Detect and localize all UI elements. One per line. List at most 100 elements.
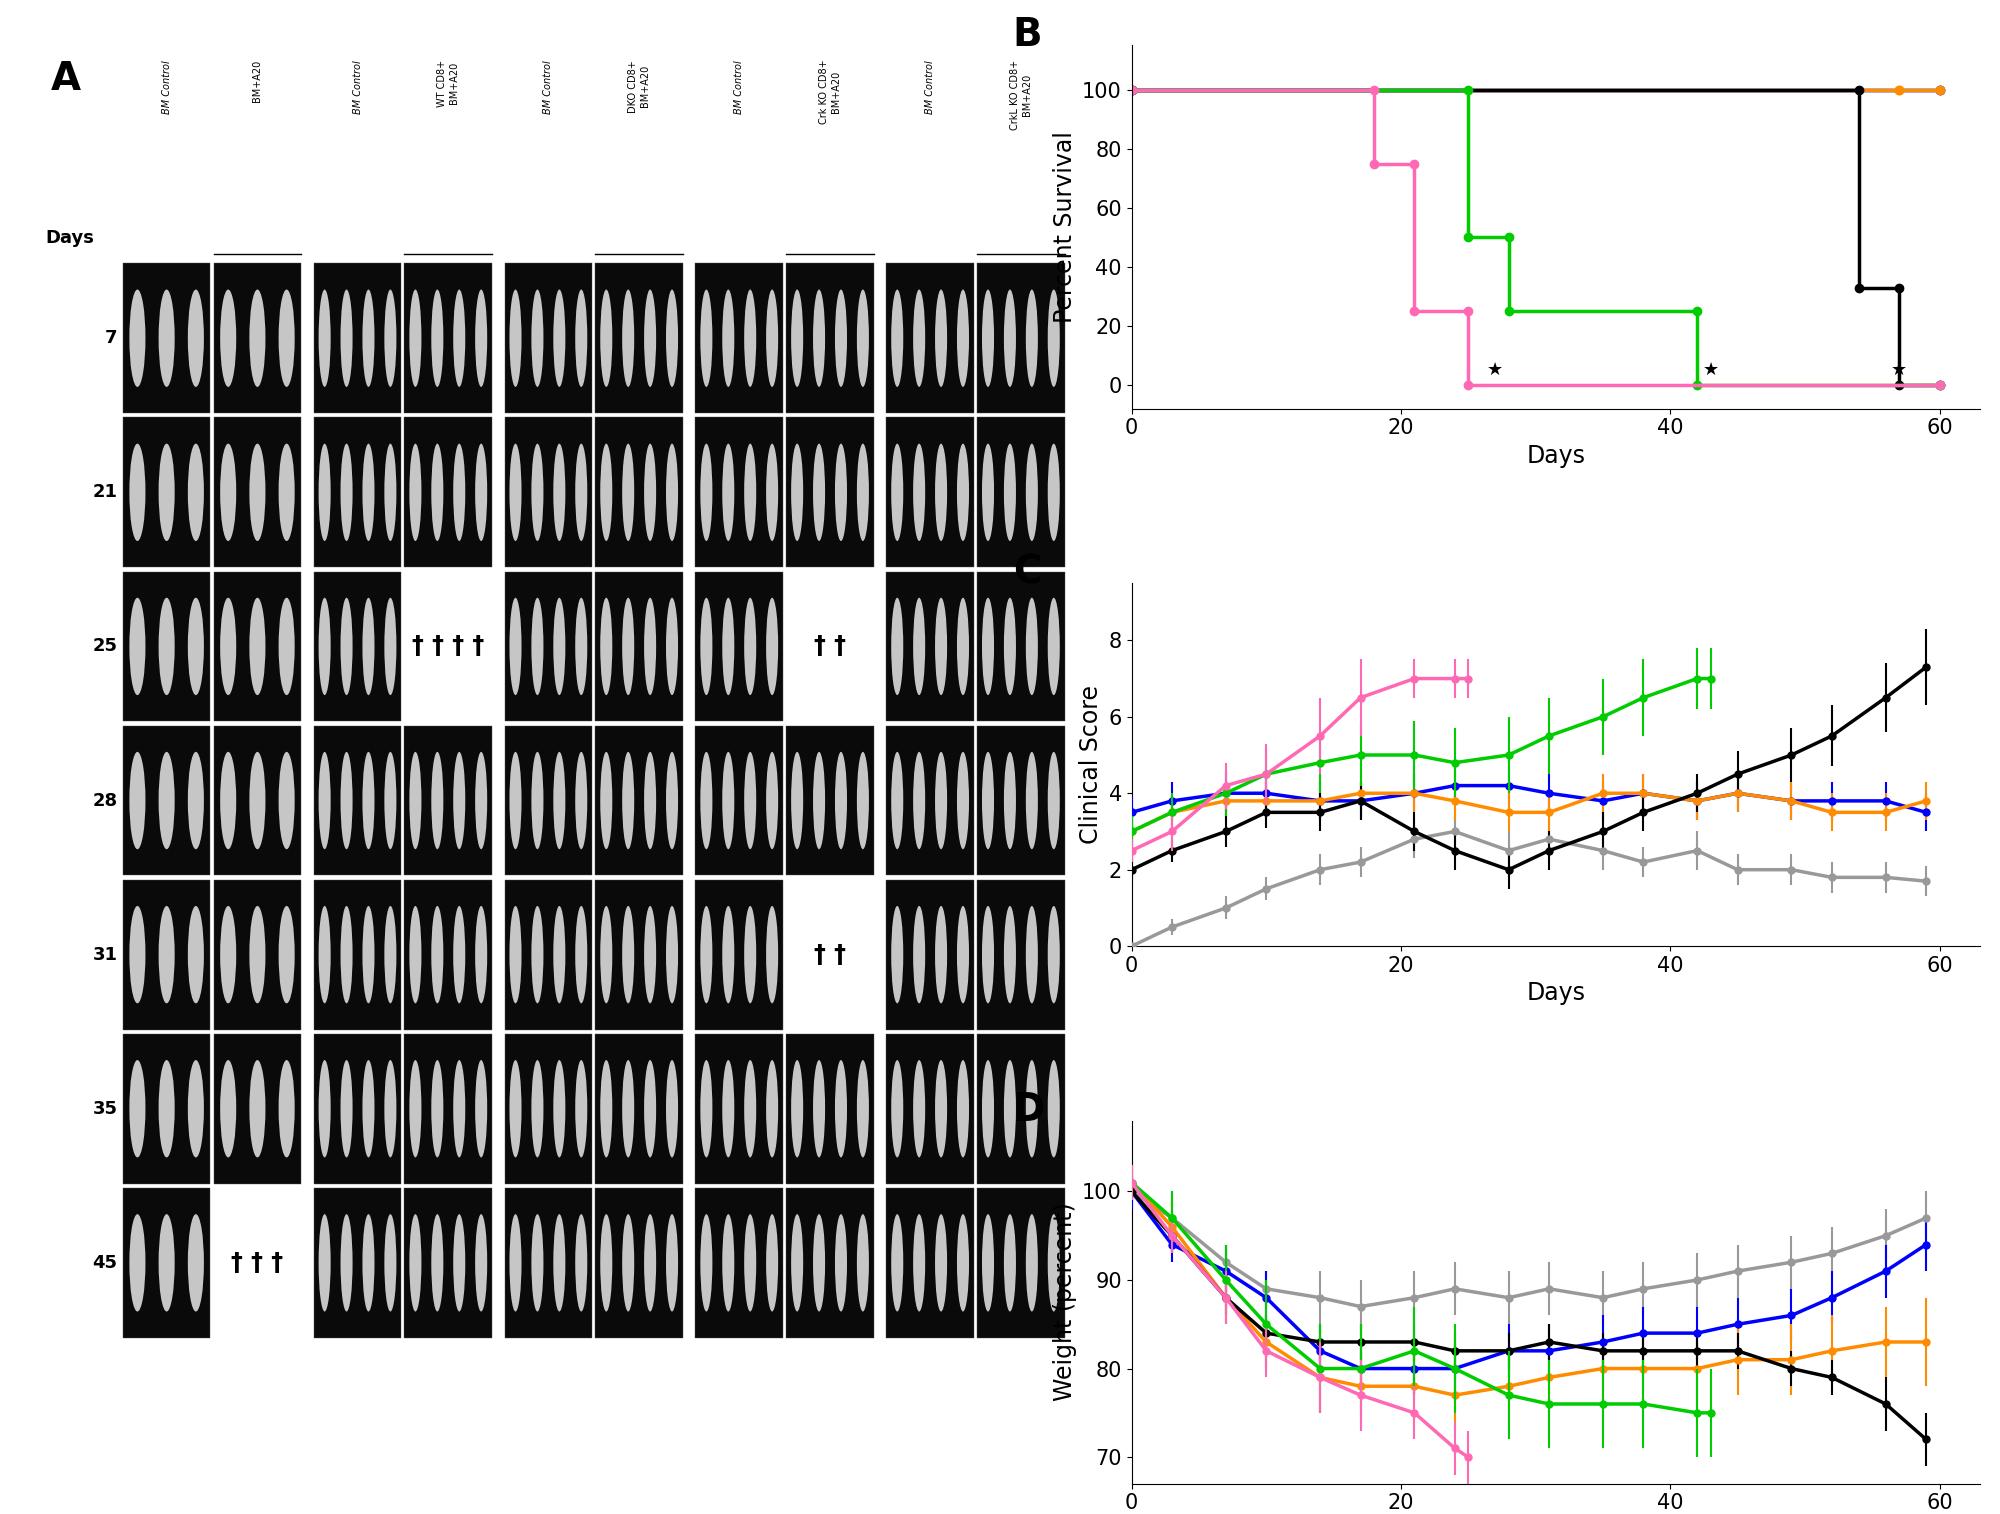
Ellipse shape xyxy=(188,289,204,388)
Ellipse shape xyxy=(644,598,656,695)
Ellipse shape xyxy=(1026,598,1038,695)
Ellipse shape xyxy=(666,444,678,540)
Bar xyxy=(214,263,302,413)
Ellipse shape xyxy=(158,598,174,695)
Ellipse shape xyxy=(476,905,488,1004)
Ellipse shape xyxy=(914,289,926,388)
Ellipse shape xyxy=(130,905,146,1004)
Ellipse shape xyxy=(700,1060,712,1157)
Ellipse shape xyxy=(476,444,488,540)
Ellipse shape xyxy=(956,598,970,695)
Bar xyxy=(214,571,302,721)
Ellipse shape xyxy=(936,289,948,388)
Bar xyxy=(696,1188,784,1338)
Ellipse shape xyxy=(554,905,566,1004)
Ellipse shape xyxy=(956,752,970,849)
Ellipse shape xyxy=(622,598,634,695)
Bar xyxy=(786,418,874,568)
Ellipse shape xyxy=(1004,905,1016,1004)
Ellipse shape xyxy=(510,444,522,540)
Ellipse shape xyxy=(510,1060,522,1157)
Ellipse shape xyxy=(766,1060,778,1157)
Bar xyxy=(122,1188,210,1338)
Ellipse shape xyxy=(766,289,778,388)
Ellipse shape xyxy=(892,598,904,695)
Ellipse shape xyxy=(956,289,970,388)
Ellipse shape xyxy=(278,598,294,695)
Bar xyxy=(404,725,492,875)
Ellipse shape xyxy=(432,905,444,1004)
Ellipse shape xyxy=(454,1060,466,1157)
Ellipse shape xyxy=(410,752,422,849)
Ellipse shape xyxy=(340,1060,352,1157)
X-axis label: Days: Days xyxy=(1526,444,1586,468)
Ellipse shape xyxy=(318,598,330,695)
Ellipse shape xyxy=(532,1060,544,1157)
Ellipse shape xyxy=(982,598,994,695)
Ellipse shape xyxy=(454,444,466,540)
Ellipse shape xyxy=(1004,444,1016,540)
Bar xyxy=(696,263,784,413)
Ellipse shape xyxy=(622,1060,634,1157)
Bar xyxy=(314,880,402,1030)
Bar xyxy=(122,880,210,1030)
Ellipse shape xyxy=(220,905,236,1004)
Bar xyxy=(978,1034,1064,1184)
Ellipse shape xyxy=(622,752,634,849)
Bar xyxy=(786,1034,874,1184)
Ellipse shape xyxy=(188,444,204,540)
Ellipse shape xyxy=(700,598,712,695)
Ellipse shape xyxy=(250,444,266,540)
Text: BM Control: BM Control xyxy=(162,61,172,114)
Ellipse shape xyxy=(510,752,522,849)
Ellipse shape xyxy=(1026,289,1038,388)
Ellipse shape xyxy=(722,1214,734,1311)
Ellipse shape xyxy=(362,905,374,1004)
Bar xyxy=(886,725,974,875)
Ellipse shape xyxy=(834,752,848,849)
Ellipse shape xyxy=(936,1214,948,1311)
Ellipse shape xyxy=(454,1214,466,1311)
Ellipse shape xyxy=(384,444,396,540)
Ellipse shape xyxy=(384,1214,396,1311)
Bar xyxy=(404,1034,492,1184)
Ellipse shape xyxy=(410,444,422,540)
Ellipse shape xyxy=(362,1214,374,1311)
Ellipse shape xyxy=(454,905,466,1004)
Bar xyxy=(504,725,592,875)
Bar xyxy=(404,880,492,1030)
Bar xyxy=(786,1188,874,1338)
Ellipse shape xyxy=(1026,444,1038,540)
Ellipse shape xyxy=(622,444,634,540)
Ellipse shape xyxy=(576,905,588,1004)
Text: BM Control: BM Control xyxy=(734,61,744,114)
Bar xyxy=(314,263,402,413)
Ellipse shape xyxy=(532,289,544,388)
Text: BM Control: BM Control xyxy=(544,61,554,114)
Ellipse shape xyxy=(722,289,734,388)
Ellipse shape xyxy=(1004,598,1016,695)
Ellipse shape xyxy=(432,1214,444,1311)
Text: Crk KO CD8+
BM+A20: Crk KO CD8+ BM+A20 xyxy=(820,61,840,124)
Ellipse shape xyxy=(130,752,146,849)
Ellipse shape xyxy=(814,289,826,388)
Bar xyxy=(596,263,682,413)
Ellipse shape xyxy=(856,752,868,849)
Ellipse shape xyxy=(1026,905,1038,1004)
Ellipse shape xyxy=(982,752,994,849)
Ellipse shape xyxy=(1026,1214,1038,1311)
Ellipse shape xyxy=(622,1214,634,1311)
Ellipse shape xyxy=(362,289,374,388)
Ellipse shape xyxy=(130,289,146,388)
Ellipse shape xyxy=(410,1214,422,1311)
Bar xyxy=(504,1188,592,1338)
Bar xyxy=(122,263,210,413)
Ellipse shape xyxy=(1004,1060,1016,1157)
Ellipse shape xyxy=(814,752,826,849)
Ellipse shape xyxy=(318,1214,330,1311)
Text: BM+A20: BM+A20 xyxy=(252,61,262,101)
Y-axis label: Weight (percent): Weight (percent) xyxy=(1052,1202,1076,1402)
Bar xyxy=(214,880,302,1030)
Ellipse shape xyxy=(834,289,848,388)
Bar xyxy=(696,571,784,721)
